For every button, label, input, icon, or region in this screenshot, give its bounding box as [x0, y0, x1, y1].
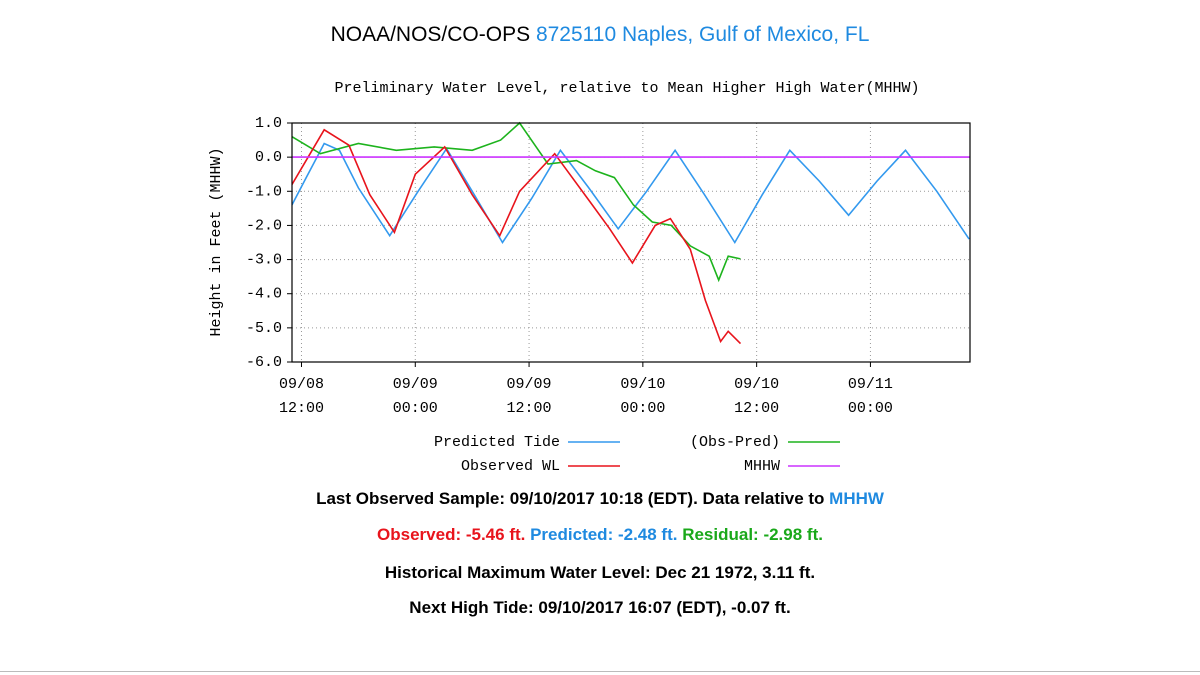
page-title: NOAA/NOS/CO-OPS 8725110 Naples, Gulf of …: [331, 23, 870, 46]
last-observed: Last Observed Sample: 09/10/2017 10:18 (…: [0, 489, 1200, 509]
legend-label: (Obs-Pred): [690, 434, 780, 451]
station: 8725110 Naples, Gulf of Mexico, FL: [536, 23, 869, 46]
legend-label: MHHW: [744, 458, 780, 475]
plot-area: [292, 123, 970, 362]
series-line: [292, 142, 970, 245]
x-tick-label: 09/09 00:00: [393, 376, 438, 417]
x-tick-label: 09/11 00:00: [848, 376, 893, 417]
x-tick-label: 09/10 12:00: [734, 376, 779, 417]
historical-max: Historical Maximum Water Level: Dec 21 1…: [384, 563, 816, 582]
chart: NOAA/NOS/CO-OPS 8725110 Naples, Gulf of …: [208, 23, 971, 475]
readings: Observed: -5.46 ft. Predicted: -2.48 ft.…: [0, 525, 1200, 545]
legend-label: Observed WL: [461, 458, 560, 475]
y-tick-label: -5.0: [246, 320, 282, 337]
x-tick-label: 09/09 12:00: [507, 376, 552, 417]
predicted: Predicted: -2.48 ft.: [530, 525, 678, 544]
series-line: [292, 128, 742, 345]
next-high-tide: Next High Tide: 09/10/2017 16:07 (EDT), …: [409, 598, 791, 617]
last-observed-text: Last Observed Sample: 09/10/2017 10:18 (…: [316, 489, 825, 508]
y-tick-label: -1.0: [246, 183, 282, 200]
legend-label: Predicted Tide: [434, 434, 560, 451]
org: NOAA/NOS/CO-OPS: [331, 23, 531, 46]
y-tick-label: -6.0: [246, 354, 282, 371]
y-tick-label: -3.0: [246, 252, 282, 269]
y-tick-label: 1.0: [255, 115, 282, 132]
x-tick-label: 09/08 12:00: [279, 376, 324, 417]
series-line: [292, 121, 741, 283]
residual: Residual: -2.98 ft.: [682, 525, 823, 544]
y-tick-label: -4.0: [246, 286, 282, 303]
y-tick-label: -2.0: [246, 217, 282, 234]
observed: Observed: -5.46 ft.: [377, 525, 526, 544]
bottom-rule: [0, 671, 1200, 672]
y-axis-label: Height in Feet (MHHW): [208, 147, 225, 336]
chart-title: Preliminary Water Level, relative to Mea…: [334, 80, 919, 97]
datum: MHHW: [829, 489, 884, 508]
plot-frame: [291, 122, 971, 363]
x-tick-label: 09/10 00:00: [620, 376, 665, 417]
y-tick-label: 0.0: [255, 149, 282, 166]
